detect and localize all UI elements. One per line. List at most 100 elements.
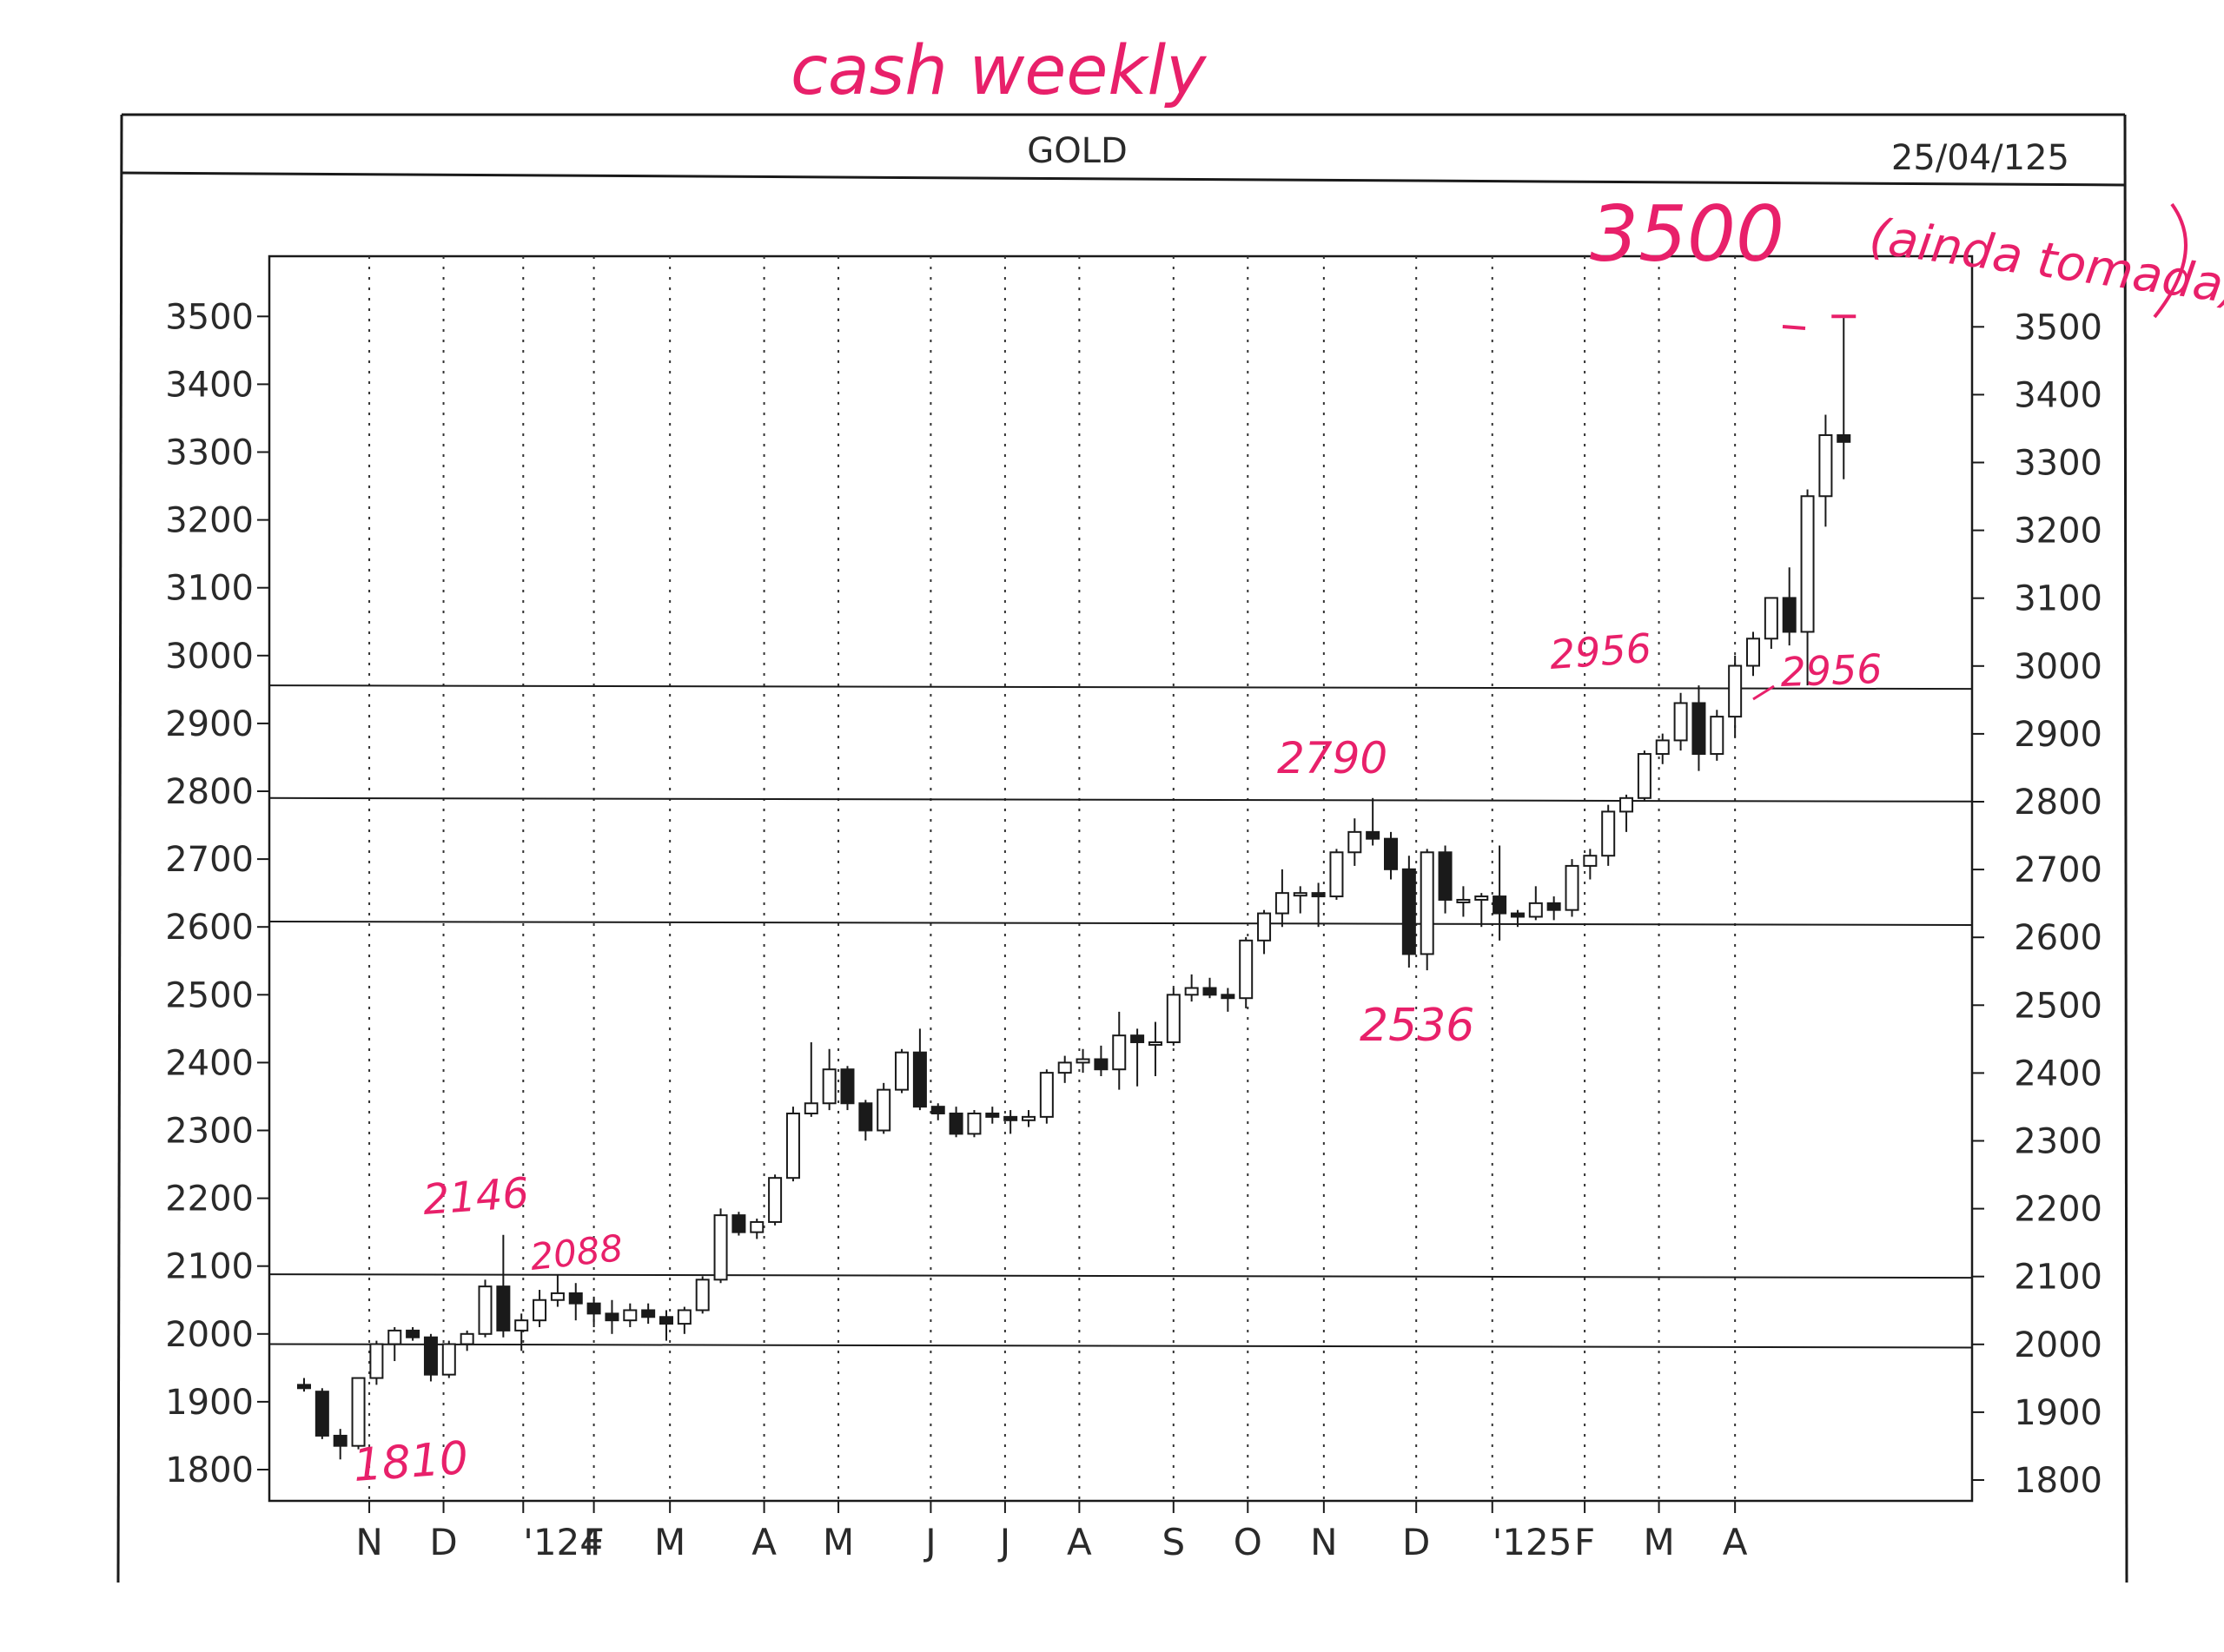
candle-body-down	[659, 1316, 673, 1325]
handwritten-label-1810: 1810	[352, 1432, 470, 1492]
candle	[496, 1234, 511, 1338]
candle	[1782, 567, 1797, 646]
y-tick-label-right: 1800	[2014, 1461, 2102, 1501]
candle	[478, 1279, 493, 1338]
candle	[460, 1330, 474, 1351]
candle-body-up	[1112, 1034, 1127, 1071]
candle-body-up	[1420, 851, 1434, 955]
candle-body-down	[949, 1112, 963, 1135]
candle-body-up	[1746, 638, 1760, 667]
handwritten-target-note: (ainda tomada)	[1866, 208, 2224, 315]
candle	[441, 1340, 456, 1378]
handwritten-paren-close	[2153, 202, 2188, 319]
y-tick-label-left: 3200	[165, 501, 254, 541]
candle	[895, 1048, 910, 1094]
x-tick-label: J	[923, 1521, 936, 1563]
candle	[1528, 886, 1543, 921]
candle-body-up	[785, 1112, 800, 1180]
y-tick-label-left: 2100	[165, 1247, 254, 1287]
candle-body-down	[1493, 895, 1507, 915]
candle	[912, 1028, 927, 1111]
chart-title: GOLD	[1027, 131, 1128, 171]
candle	[1257, 909, 1272, 955]
candle-body-down	[858, 1102, 873, 1132]
y-tick-label-left: 2300	[165, 1112, 254, 1152]
candle	[840, 1066, 855, 1111]
candle-body-up	[1329, 851, 1344, 898]
candle-body-up	[1619, 796, 1634, 813]
y-tick-label-left: 3300	[165, 433, 254, 473]
y-tick-label-left: 2400	[165, 1043, 254, 1083]
candle	[1746, 631, 1760, 677]
candle-body-up	[623, 1309, 638, 1322]
candle	[930, 1103, 945, 1120]
y-tick-label-left: 3000	[165, 637, 254, 677]
candle-body-up	[1528, 902, 1543, 918]
x-tick-label: A	[751, 1521, 777, 1563]
candle-body-up	[1655, 739, 1670, 756]
y-tick-label-right: 2800	[2014, 783, 2102, 823]
candle-body-up	[1076, 1058, 1090, 1064]
candle	[514, 1313, 529, 1351]
candle	[967, 1110, 982, 1138]
candle	[406, 1326, 420, 1341]
candle	[768, 1174, 783, 1226]
candle	[1221, 988, 1235, 1012]
candle	[1329, 849, 1344, 900]
y-tick-label-left: 1900	[165, 1383, 254, 1423]
y-tick-label-left: 3100	[165, 569, 254, 609]
candle	[605, 1299, 619, 1334]
y-tick-label-right: 3500	[2014, 307, 2102, 347]
candle-body-up	[351, 1377, 366, 1447]
candle	[1293, 886, 1307, 914]
y-tick-label-left: 3500	[165, 297, 254, 337]
candle-body-up	[713, 1214, 728, 1281]
candle	[1493, 845, 1507, 941]
handwritten-label-2146: 2146	[421, 1169, 531, 1225]
candle-body-up	[441, 1343, 456, 1376]
candle-body-down	[1401, 868, 1416, 955]
candle	[314, 1388, 329, 1439]
candle	[1076, 1048, 1090, 1074]
candle	[1438, 845, 1453, 914]
candle	[1112, 1011, 1127, 1090]
candle-body-down	[1837, 433, 1851, 443]
candle	[623, 1303, 638, 1327]
candle	[1619, 794, 1634, 832]
candle	[351, 1377, 366, 1450]
candle	[333, 1429, 348, 1460]
candle-body-up	[895, 1051, 910, 1091]
y-tick-label-right: 2000	[2014, 1325, 2102, 1365]
candle	[1239, 936, 1254, 1008]
candle	[533, 1290, 547, 1327]
candle-body-up	[1565, 864, 1579, 911]
candle	[1420, 849, 1434, 971]
candle	[1818, 414, 1833, 527]
x-tick-label: J	[997, 1521, 1010, 1563]
candle-body-up	[695, 1279, 710, 1312]
candle-body-down	[985, 1112, 1000, 1118]
x-tick-label: '124	[523, 1521, 603, 1563]
y-tick-label-right: 3200	[2014, 512, 2102, 552]
candle-body-down	[568, 1292, 583, 1305]
candle	[1601, 804, 1616, 866]
x-tick-label: D	[429, 1521, 457, 1563]
candle-body-up	[1022, 1115, 1036, 1121]
candle	[1184, 974, 1199, 1002]
candle	[1039, 1069, 1054, 1124]
y-axis-right: 1800 1900 2000 2100 2200 2300 2400 2500 2600 2700…	[1972, 307, 2102, 1501]
candle	[1148, 1021, 1162, 1077]
candle-body-down	[1311, 892, 1326, 898]
handwritten-label-2956-left: 2956	[1548, 624, 1653, 678]
candle-body-up	[1728, 664, 1743, 718]
candle	[586, 1296, 601, 1327]
handwritten-label-2536: 2536	[1360, 1000, 1474, 1052]
plot-frame	[268, 254, 1974, 1503]
y-tick-label-right: 2100	[2014, 1258, 2102, 1298]
candle	[1003, 1110, 1018, 1134]
candle-body-up	[1293, 892, 1307, 897]
x-tick-label: O	[1234, 1521, 1262, 1563]
candle-body-up	[533, 1298, 547, 1322]
x-tick-label: M	[1643, 1521, 1674, 1563]
